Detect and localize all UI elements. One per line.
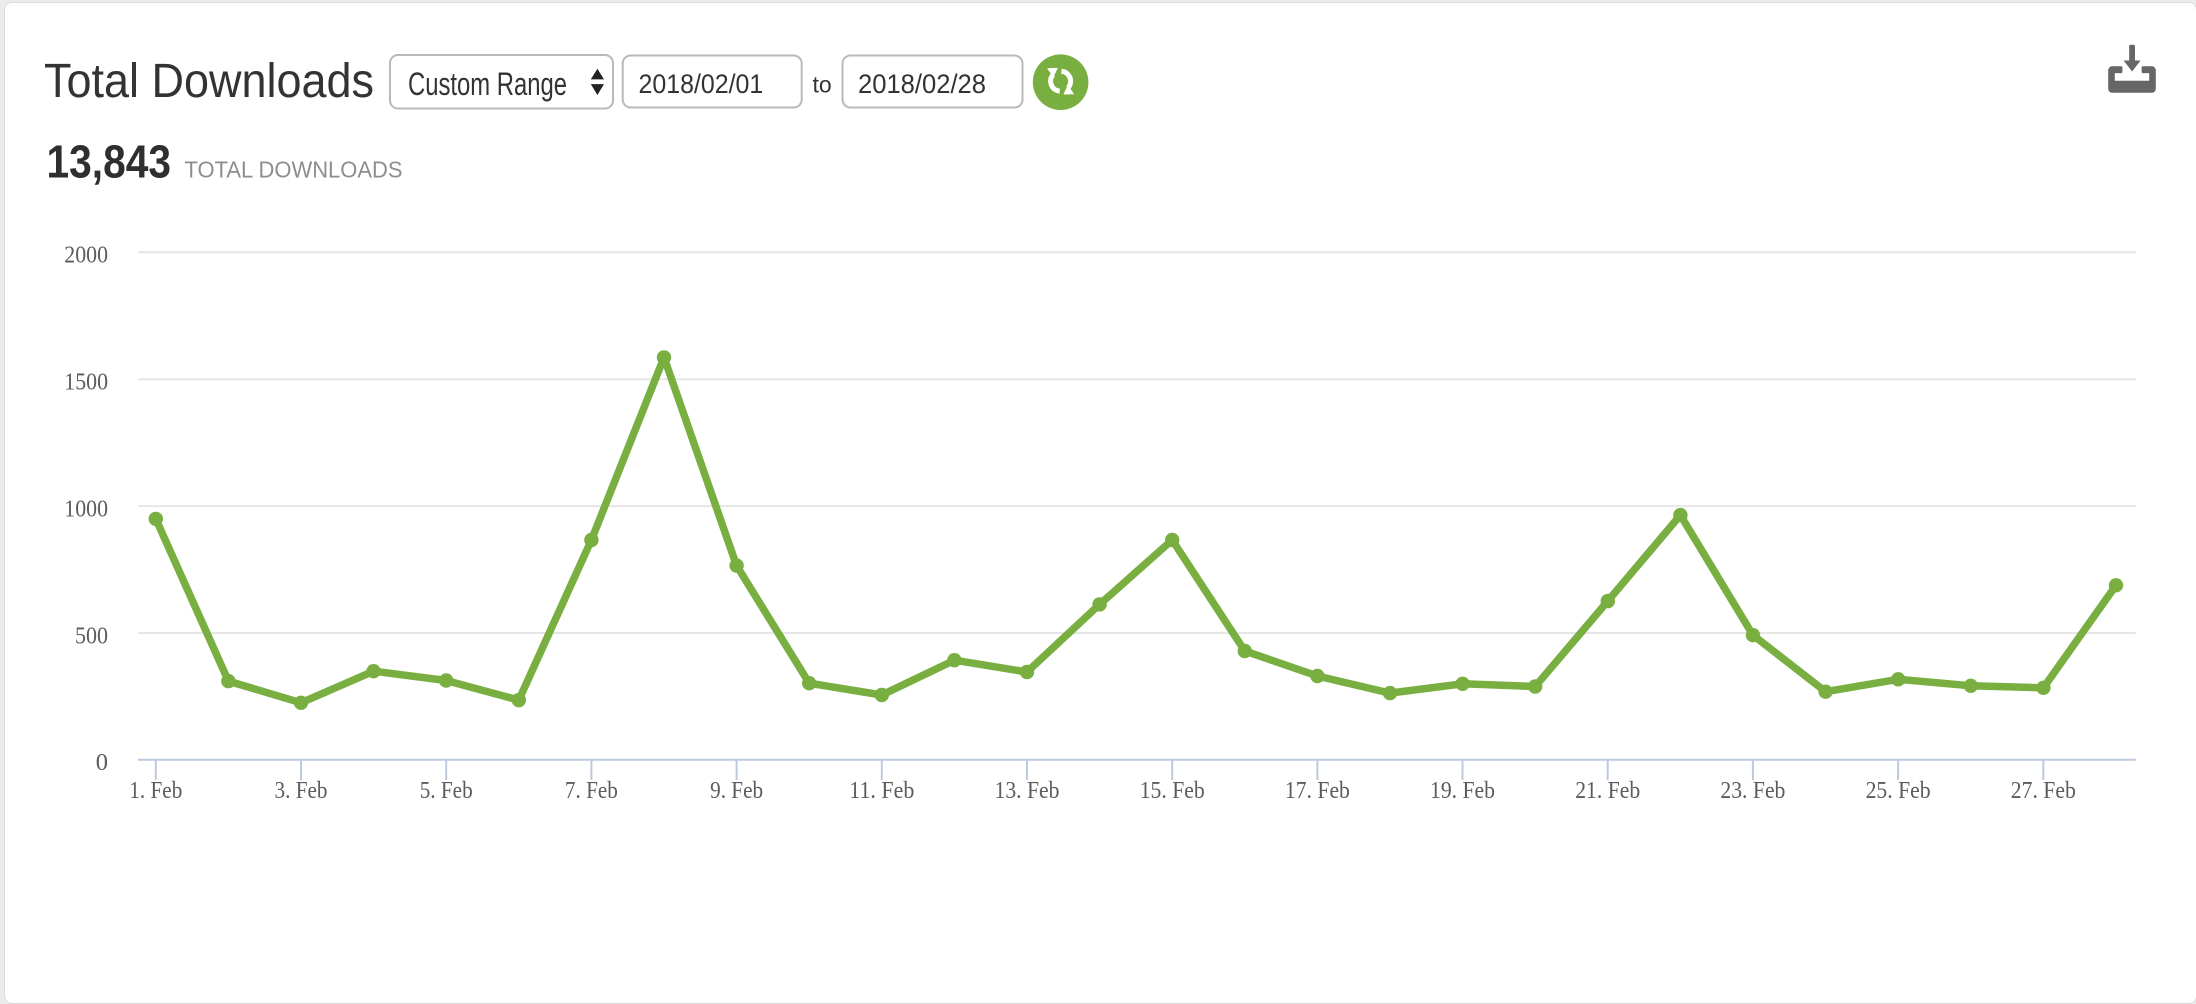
svg-text:3. Feb: 3. Feb bbox=[275, 777, 328, 804]
svg-text:11. Feb: 11. Feb bbox=[849, 777, 914, 804]
svg-text:0: 0 bbox=[96, 749, 108, 776]
svg-text:7. Feb: 7. Feb bbox=[565, 777, 618, 804]
svg-text:1500: 1500 bbox=[64, 369, 108, 396]
svg-text:15. Feb: 15. Feb bbox=[1140, 777, 1205, 804]
svg-text:to: to bbox=[813, 72, 832, 98]
svg-text:25. Feb: 25. Feb bbox=[1866, 777, 1931, 804]
svg-text:1. Feb: 1. Feb bbox=[129, 777, 182, 804]
svg-text:TOTAL DOWNLOADS: TOTAL DOWNLOADS bbox=[185, 156, 403, 182]
svg-text:500: 500 bbox=[75, 622, 108, 649]
svg-text:13. Feb: 13. Feb bbox=[995, 777, 1060, 804]
svg-text:23. Feb: 23. Feb bbox=[1720, 777, 1785, 804]
svg-text:2000: 2000 bbox=[64, 242, 108, 269]
svg-text:17. Feb: 17. Feb bbox=[1285, 777, 1350, 804]
svg-text:27. Feb: 27. Feb bbox=[2011, 777, 2076, 804]
svg-text:21. Feb: 21. Feb bbox=[1575, 777, 1640, 804]
svg-text:Custom Range: Custom Range bbox=[408, 66, 567, 102]
svg-text:Total Downloads: Total Downloads bbox=[44, 55, 374, 108]
svg-text:19. Feb: 19. Feb bbox=[1430, 777, 1495, 804]
svg-text:5. Feb: 5. Feb bbox=[420, 777, 473, 804]
svg-text:9. Feb: 9. Feb bbox=[710, 777, 763, 804]
svg-text:2018/02/28: 2018/02/28 bbox=[858, 69, 986, 99]
svg-text:2018/02/01: 2018/02/01 bbox=[639, 69, 764, 99]
svg-text:13,843: 13,843 bbox=[47, 136, 172, 188]
svg-text:1000: 1000 bbox=[64, 495, 108, 522]
